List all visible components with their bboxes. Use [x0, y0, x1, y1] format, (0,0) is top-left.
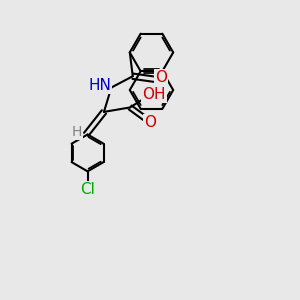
Text: HN: HN [88, 78, 111, 93]
Text: OH: OH [142, 87, 166, 102]
Text: O: O [144, 115, 156, 130]
Text: H: H [71, 125, 82, 139]
Text: O: O [155, 70, 167, 85]
Text: Cl: Cl [80, 182, 95, 197]
